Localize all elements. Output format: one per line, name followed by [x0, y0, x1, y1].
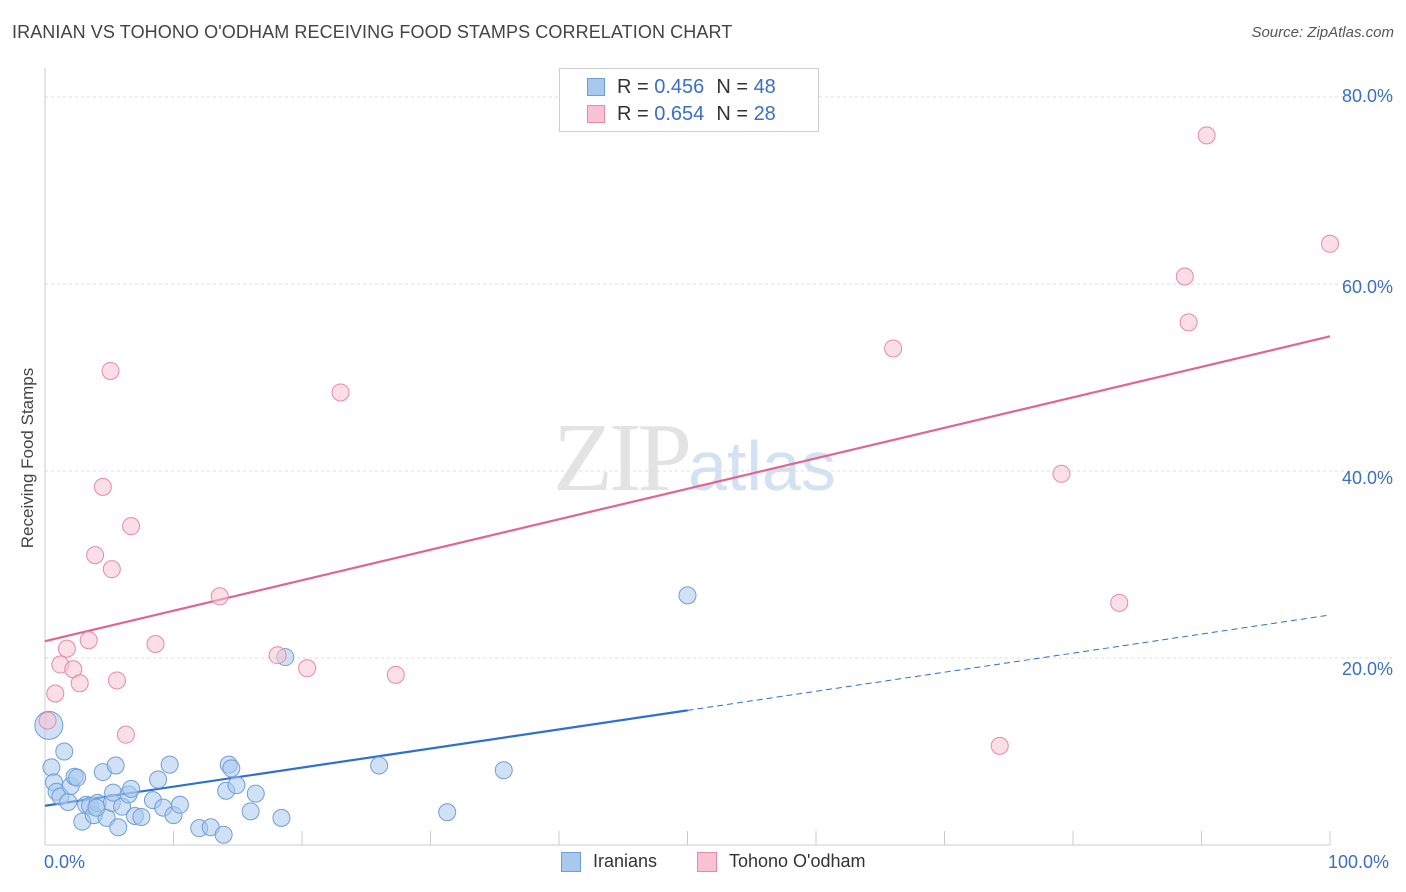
legend-r-label: R =: [617, 75, 649, 98]
correlation-legend: R = 0.456 N = 48 R = 0.654 N = 28: [559, 68, 819, 132]
source-credit: Source: ZipAtlas.com: [1251, 24, 1394, 41]
legend-r-value: 0.654: [654, 102, 705, 125]
data-point: [68, 768, 87, 787]
legend-label: Iranians: [593, 851, 658, 871]
data-point: [122, 779, 141, 798]
legend-swatch-pink: [697, 851, 717, 872]
data-point: [222, 759, 241, 778]
data-point: [160, 755, 179, 774]
data-point: [227, 776, 246, 795]
grid-lines: [45, 96, 1393, 659]
data-point: [370, 756, 389, 775]
legend-r-label: R =: [617, 102, 649, 125]
legend-label: Tohono O'odham: [729, 851, 866, 871]
data-point: [210, 587, 229, 606]
legend-r-value: 0.456: [654, 75, 705, 98]
data-point: [38, 711, 57, 730]
watermark-atlas: atlas: [688, 427, 836, 505]
data-point: [101, 361, 120, 380]
data-point: [102, 560, 121, 579]
data-point: [1052, 464, 1071, 483]
legend-swatch-blue: [561, 851, 581, 872]
data-point: [1110, 593, 1129, 612]
data-point: [122, 517, 141, 536]
axes: [44, 68, 1331, 846]
y-tick-label: 60.0%: [1341, 277, 1393, 297]
legend-row-iranians: R = 0.456 N = 48: [560, 74, 776, 100]
data-point: [109, 818, 128, 837]
legend-n-value: 48: [753, 75, 776, 98]
data-point: [149, 770, 168, 789]
data-point: [42, 758, 61, 777]
data-point: [132, 807, 151, 826]
bottom-legend-iranians: Iranians: [561, 851, 657, 872]
data-point: [438, 803, 457, 822]
data-point: [55, 742, 74, 761]
data-point: [170, 795, 189, 814]
data-point: [1175, 267, 1194, 286]
data-point: [46, 684, 65, 703]
chart-title: IRANIAN VS TOHONO O'ODHAM RECEIVING FOOD…: [12, 22, 733, 42]
data-point: [678, 586, 697, 605]
legend-row-tohono: R = 0.654 N = 28: [560, 101, 776, 127]
data-point: [59, 792, 78, 811]
y-tick-label: 40.0%: [1341, 468, 1393, 488]
y-tick-label: 20.0%: [1341, 659, 1393, 679]
bottom-legend-tohono: Tohono O'odham: [697, 851, 866, 872]
data-point: [298, 659, 317, 678]
data-point: [331, 383, 350, 402]
data-point: [386, 665, 405, 684]
legend-swatch-pink: [587, 105, 605, 123]
data-point: [79, 631, 98, 650]
trend-line-extension: [687, 614, 1331, 711]
data-point: [268, 646, 287, 665]
data-point: [93, 477, 112, 496]
legend-n-value: 28: [753, 102, 776, 125]
data-point: [86, 546, 105, 565]
data-point: [116, 725, 135, 744]
data-point: [146, 634, 165, 653]
data-point: [70, 674, 89, 693]
data-point: [87, 798, 106, 817]
data-point: [214, 825, 233, 844]
x-tick-label-min: 0.0%: [44, 852, 86, 872]
trend-line: [44, 709, 688, 807]
data-point: [1179, 313, 1198, 332]
data-point: [494, 761, 513, 780]
data-point: [106, 756, 125, 775]
data-point: [884, 339, 903, 358]
data-point: [990, 736, 1009, 755]
data-point: [241, 802, 260, 821]
trend-lines: [44, 335, 1331, 807]
x-tick-label-max: 100.0%: [1328, 852, 1390, 872]
data-point: [1197, 126, 1216, 145]
trend-line: [44, 335, 1331, 643]
data-point: [107, 671, 126, 690]
data-point: [246, 784, 265, 803]
data-point: [57, 639, 76, 658]
legend-n-label: N =: [716, 102, 748, 125]
data-point: [1321, 234, 1339, 253]
legend-swatch-blue: [587, 78, 605, 96]
data-points: [34, 126, 1339, 844]
data-point: [272, 808, 291, 827]
y-tick-label: 80.0%: [1341, 86, 1393, 106]
legend-n-label: N =: [716, 75, 748, 98]
